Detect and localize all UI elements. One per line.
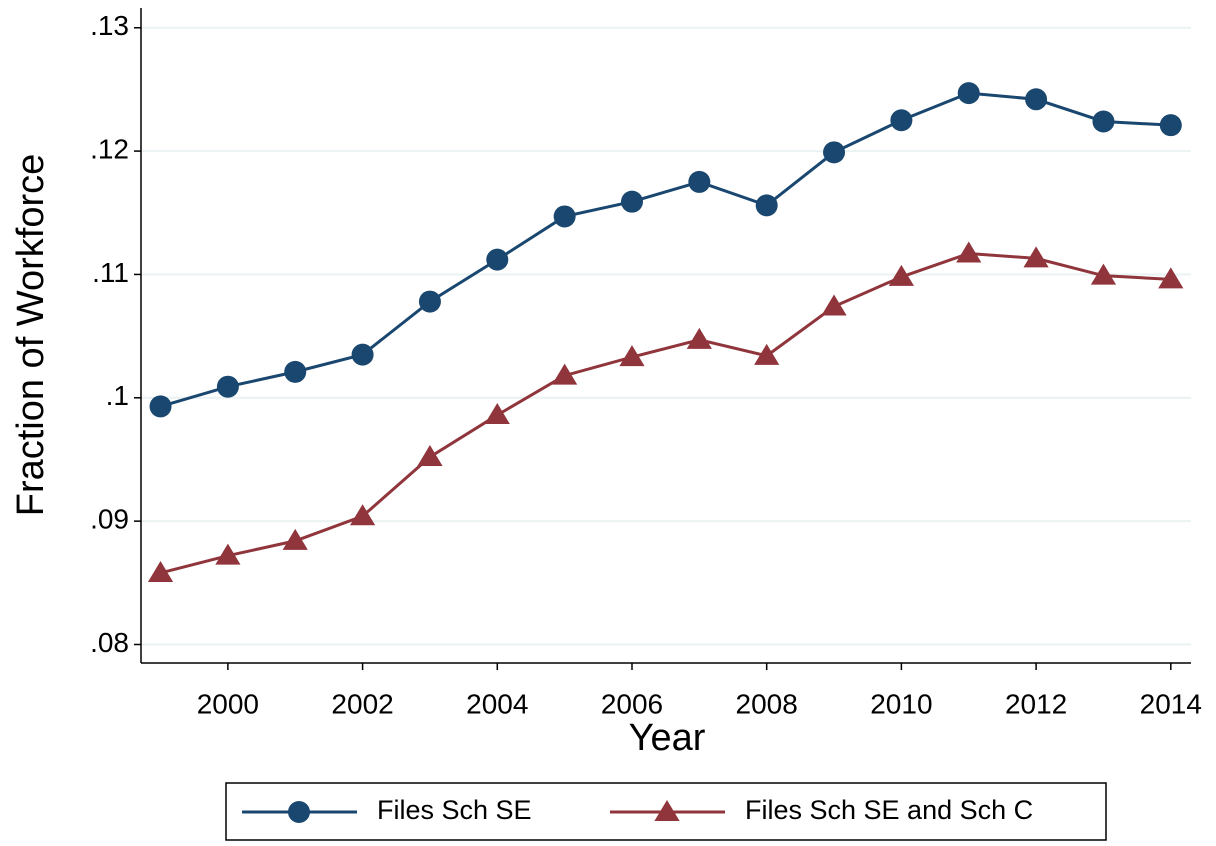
point — [417, 445, 443, 467]
point — [619, 345, 645, 367]
point — [147, 560, 174, 582]
point — [1025, 88, 1048, 111]
point — [1092, 110, 1115, 133]
y-tick-label: .08 — [90, 627, 129, 658]
point — [351, 343, 374, 366]
series-line — [160, 251, 1171, 575]
point — [1159, 114, 1182, 137]
y-tick-label: .1 — [106, 380, 129, 411]
point — [888, 264, 914, 286]
point — [890, 109, 913, 132]
point — [821, 294, 847, 316]
point — [349, 504, 376, 526]
point — [686, 327, 712, 349]
legend-label: Files Sch SE and Sch C — [745, 795, 1033, 825]
point — [1158, 267, 1184, 289]
point — [552, 363, 578, 385]
point — [149, 395, 172, 418]
point — [823, 141, 846, 164]
point — [620, 190, 643, 213]
point — [553, 205, 576, 228]
point — [956, 241, 982, 263]
legend-marker — [288, 801, 310, 823]
x-tick-label: 2000 — [197, 688, 259, 719]
point — [216, 375, 239, 398]
y-tick-label: .13 — [90, 10, 129, 41]
point — [486, 248, 509, 271]
x-tick-label: 2010 — [870, 688, 932, 719]
point — [418, 290, 441, 313]
x-tick-label: 2002 — [331, 688, 393, 719]
point — [282, 528, 308, 550]
point — [754, 343, 780, 365]
point — [755, 194, 778, 217]
x-tick-label: 2012 — [1005, 688, 1067, 719]
x-axis-label: Year — [629, 717, 706, 759]
y-tick-label: .09 — [90, 504, 129, 535]
point — [1023, 246, 1049, 268]
x-tick-label: 2006 — [601, 688, 663, 719]
y-tick-label: .12 — [90, 133, 129, 164]
point — [284, 360, 307, 383]
x-tick-label: 2014 — [1140, 688, 1202, 719]
x-tick-label: 2004 — [466, 688, 528, 719]
y-axis-label: Fraction of Workforce — [10, 154, 52, 517]
point — [957, 82, 980, 105]
series-line — [160, 91, 1171, 408]
point — [1090, 263, 1117, 285]
point — [215, 543, 241, 565]
legend-label: Files Sch SE — [377, 795, 532, 825]
x-tick-label: 2008 — [736, 688, 798, 719]
legend-marker — [654, 800, 680, 821]
y-tick-label: .11 — [92, 257, 129, 288]
point — [484, 403, 510, 425]
point — [688, 170, 711, 193]
